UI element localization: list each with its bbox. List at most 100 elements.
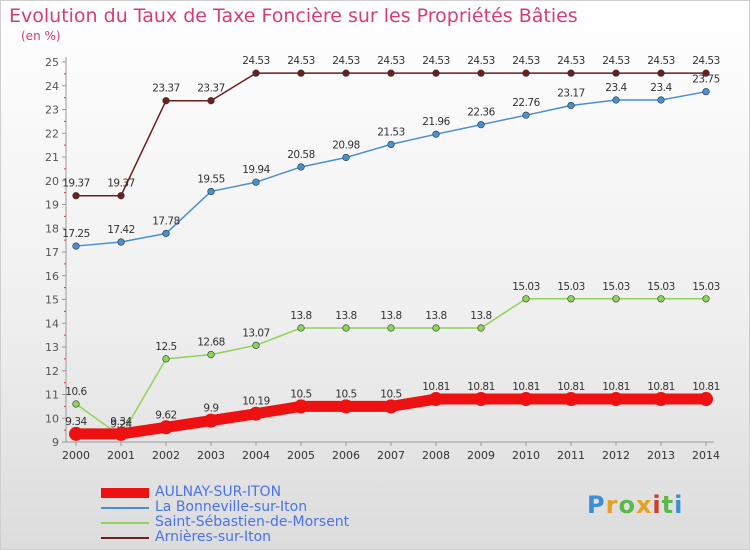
data-point [612,96,620,104]
data-point [429,392,443,407]
data-label: 24.53 [377,55,405,67]
logo-letter: x [635,491,653,519]
logo-letter: i [674,491,684,519]
legend-label: AULNAY-SUR-ITON [155,484,282,500]
x-tick-label: 2000 [62,449,90,462]
legend-swatch [101,507,149,509]
legend-swatch [101,522,149,524]
x-tick-label: 2002 [152,449,180,462]
data-label: 24.53 [332,55,360,67]
data-point [519,392,533,407]
data-point [657,69,665,77]
data-label: 9.62 [155,409,176,421]
data-label: 15.03 [557,281,585,293]
data-label: 10.81 [647,381,675,393]
data-point [477,121,485,129]
data-label: 10.5 [335,388,356,400]
data-point [342,153,350,162]
data-point [207,351,215,359]
data-point [207,187,215,196]
data-label: 22.36 [467,107,495,119]
data-label: 13.8 [425,310,446,322]
data-point [612,69,620,77]
data-point [72,242,80,250]
data-label: 23.4 [605,82,627,94]
data-point [609,392,623,407]
logo-letter: t [661,491,675,519]
data-label: 12.68 [197,337,225,349]
y-tick-label: 11 [45,389,59,402]
y-tick-label: 24 [45,80,59,93]
data-point [432,69,440,77]
data-label: 9.9 [203,403,218,415]
legend-label: Arnières-sur-Iton [155,529,272,545]
x-tick-label: 2010 [512,449,540,462]
x-tick-label: 2004 [242,449,270,462]
legend-label: La Bonneville-sur-Iton [155,499,308,515]
data-point [252,69,260,77]
data-point [162,229,170,238]
x-tick-label: 2008 [422,449,450,462]
proxiti-logo: Proxiti [587,491,683,519]
data-point [387,324,395,332]
data-point [297,324,305,332]
data-label: 13.8 [380,310,401,322]
y-tick-label: 19 [45,199,59,212]
data-point [162,355,170,363]
y-tick-label: 16 [45,270,59,283]
data-point [432,130,440,138]
data-point [477,324,485,332]
x-tick-label: 2005 [287,449,315,462]
data-point [207,97,215,105]
data-label: 19.37 [62,178,90,190]
x-tick-label: 2012 [602,449,630,462]
y-tick-label: 12 [45,365,59,378]
data-point [432,324,440,332]
logo-letter: r [605,491,619,519]
data-point [69,426,83,441]
data-label: 24.53 [512,55,540,67]
y-tick-label: 21 [45,151,59,164]
data-label: 24.53 [602,55,630,67]
data-label: 10.81 [557,381,585,393]
data-point [117,238,125,246]
chart-title: Evolution du Taux de Taxe Foncière sur l… [9,5,578,27]
data-point [474,392,488,407]
data-label: 19.94 [242,164,270,176]
data-point [702,69,710,77]
data-point [567,69,575,77]
logo-letter: i [652,491,662,519]
x-tick-label: 2011 [557,449,585,462]
data-point [387,140,395,149]
data-label: 13.8 [470,310,491,322]
data-point [252,178,260,186]
data-point [522,69,530,77]
data-label: 13.8 [290,310,311,322]
data-label: 23.37 [152,83,180,95]
data-label: 10.81 [467,381,495,393]
data-label: 9.34 [110,416,132,428]
data-label: 13.07 [242,327,270,339]
data-label: 17.42 [107,224,135,236]
data-point [612,295,620,303]
y-tick-label: 23 [45,104,59,117]
x-tick-label: 2007 [377,449,405,462]
data-point [72,400,80,408]
data-label: 24.53 [242,55,270,67]
data-point [387,69,395,77]
data-label: 24.53 [467,55,495,67]
y-tick-label: 14 [45,317,59,330]
data-point [567,295,575,303]
data-label: 13.8 [335,310,356,322]
data-label: 10.81 [512,381,540,393]
data-label: 15.03 [692,281,720,293]
data-point [477,69,485,77]
data-label: 24.53 [692,55,720,67]
data-label: 19.55 [197,173,225,185]
data-label: 10.6 [65,386,87,398]
data-point [342,324,350,332]
logo-letter: P [587,491,606,519]
legend-swatch [101,488,149,498]
data-label: 17.25 [62,228,90,240]
